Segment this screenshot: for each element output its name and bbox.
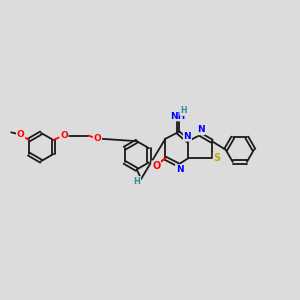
Text: N: N xyxy=(197,125,205,134)
Text: O: O xyxy=(17,130,24,139)
Text: H: H xyxy=(134,177,140,186)
Text: S: S xyxy=(214,153,221,163)
Text: N: N xyxy=(176,165,183,174)
Text: O: O xyxy=(94,134,101,143)
Text: H: H xyxy=(180,106,187,115)
Text: O: O xyxy=(152,161,160,171)
Text: NH: NH xyxy=(170,112,186,121)
Text: O: O xyxy=(60,131,68,140)
Text: N: N xyxy=(184,132,191,141)
